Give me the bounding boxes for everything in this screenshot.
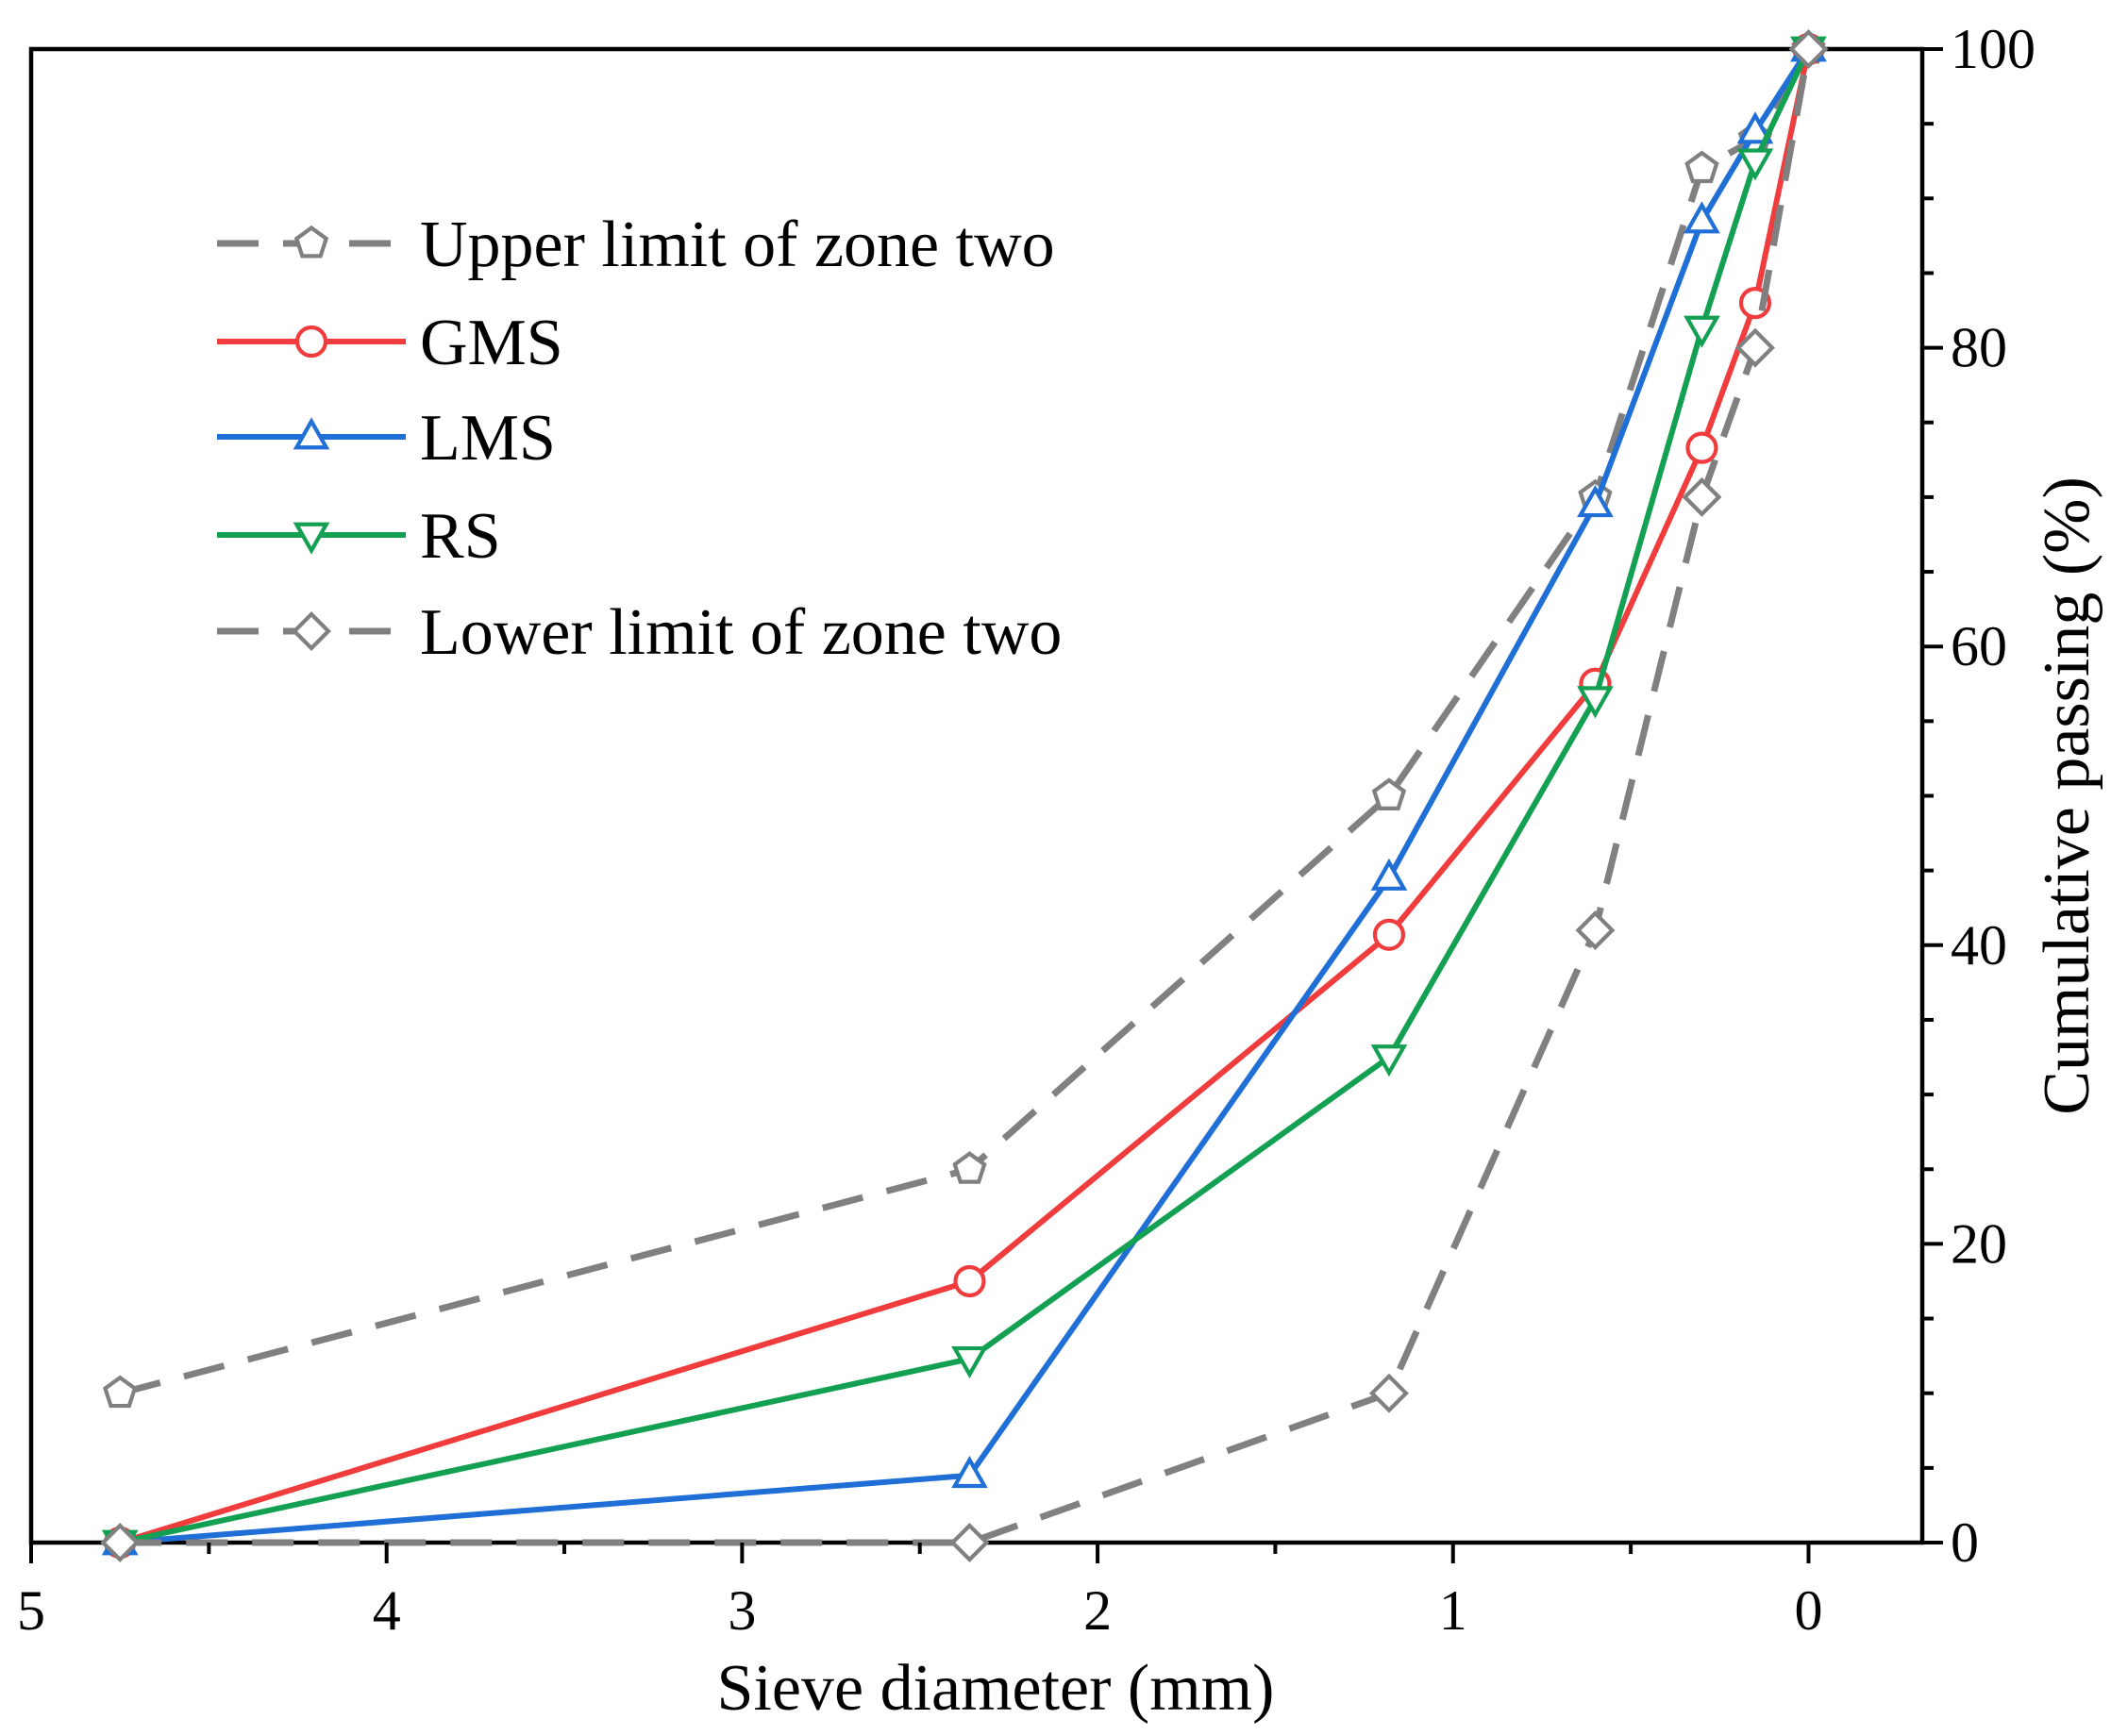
y-tick-label: 60 [1951,615,2007,677]
data-point [1682,476,1722,517]
legend-swatch-marker [294,325,328,359]
y-tick-label: 40 [1951,914,2007,976]
legend-swatch-marker [293,417,330,450]
data-point [1736,111,1774,144]
x-tick-label: 1 [1439,1579,1467,1642]
data-point [951,1456,988,1489]
y-axis-title: Cumulative passing (%) [2031,476,2103,1115]
data-point [100,1523,141,1562]
legend-entry: GMS [217,307,563,379]
data-point [1684,315,1720,348]
data-point [1788,29,1829,69]
legend-entry: RS [217,500,501,573]
data-point [103,1375,138,1409]
series-layer [100,29,1829,1562]
legend-label: RS [420,500,501,573]
legend-swatch-marker [292,611,331,651]
x-axis-title: Sieve diameter (mm) [717,1652,1275,1725]
legend-swatch-marker [293,225,329,259]
legend: Upper limit of zone two GMS LMS RS Lower lim… [217,209,1062,669]
legend-swatch-marker [293,522,330,555]
data-point [1370,858,1408,891]
x-tick-label: 3 [728,1579,756,1642]
data-point [1734,327,1775,368]
data-point [1368,1373,1409,1413]
data-point [952,1151,987,1184]
data-point [1736,148,1774,181]
data-point [1577,686,1614,719]
y-tick-label: 0 [1951,1511,1979,1574]
data-point [953,1264,986,1298]
x-tick-label: 4 [373,1579,401,1642]
y-tick-label: 100 [1951,18,2036,80]
x-tick-label: 0 [1794,1579,1822,1642]
legend-entry: Upper limit of zone two [217,209,1055,281]
legend-label: Upper limit of zone two [420,209,1055,281]
data-point [1372,918,1406,951]
legend-label: LMS [420,402,556,475]
data-point [1577,485,1614,518]
data-point [1575,910,1616,950]
y-tick-label: 80 [1951,317,2007,379]
data-point [1684,150,1719,184]
data-point [1684,201,1720,234]
data-point [1371,777,1407,810]
y-tick-label: 20 [1951,1212,2007,1275]
legend-entry: LMS [217,402,556,475]
data-point [1685,431,1718,464]
legend-label: Lower limit of zone two [420,596,1062,669]
x-tick-label: 5 [17,1579,45,1642]
series-lower-limit-of-zone-two [100,29,1829,1562]
data-point [949,1523,990,1562]
data-point [951,1345,988,1379]
x-tick-label: 2 [1083,1579,1112,1642]
legend-entry: Lower limit of zone two [217,596,1062,669]
data-point [1370,1044,1408,1077]
legend-label: GMS [420,307,563,379]
